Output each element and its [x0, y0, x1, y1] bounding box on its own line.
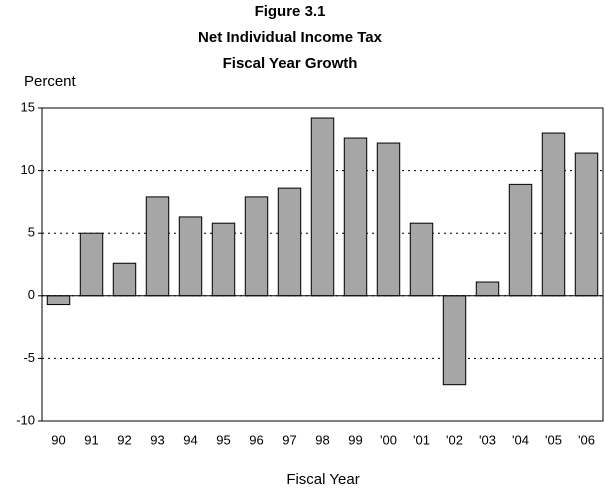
x-tick-label: 92: [117, 432, 131, 447]
bar: [310, 117, 335, 297]
x-tick-label: 97: [282, 432, 296, 447]
bar: [541, 132, 566, 297]
x-tick-label: 94: [183, 432, 197, 447]
bar: [145, 196, 170, 297]
bar: [409, 222, 434, 297]
x-tick-label: 99: [348, 432, 362, 447]
x-tick-label: 95: [216, 432, 230, 447]
x-tick-label: 96: [249, 432, 263, 447]
x-tick-label: 98: [315, 432, 329, 447]
bar: [376, 142, 401, 297]
x-tick-label: '01: [413, 432, 430, 447]
bar: [211, 222, 236, 297]
chart-title: Net Individual Income Tax: [198, 29, 383, 46]
x-tick-label: '00: [380, 432, 397, 447]
x-tick-label: 91: [84, 432, 98, 447]
bar: [79, 232, 104, 297]
y-tick-label: -5: [23, 350, 35, 365]
bar: [277, 187, 302, 297]
chart-title: Figure 3.1: [255, 3, 326, 20]
bar: [244, 196, 269, 297]
bar: [475, 281, 500, 297]
x-tick-label: '04: [512, 432, 529, 447]
y-tick-label: 0: [28, 287, 35, 302]
chart-title: Fiscal Year Growth: [223, 55, 358, 72]
bar: [343, 137, 368, 297]
y-tick-label: -10: [16, 412, 35, 427]
x-axis-label: Fiscal Year: [286, 471, 359, 488]
plot-frame: [41, 107, 604, 422]
y-tick-label: 5: [28, 225, 35, 240]
bar: [112, 262, 137, 297]
x-tick-label: '02: [446, 432, 463, 447]
bar: [46, 295, 71, 306]
bar: [442, 295, 467, 386]
y-axis-label: Percent: [24, 73, 77, 90]
x-tick-label: 93: [150, 432, 164, 447]
x-tick-label: '06: [578, 432, 595, 447]
x-tick-label: '03: [479, 432, 496, 447]
x-tick-label: 90: [51, 432, 65, 447]
y-tick-label: 10: [21, 162, 35, 177]
bar: [574, 152, 599, 297]
bar: [178, 216, 203, 297]
x-tick-label: '05: [545, 432, 562, 447]
y-tick-label: 15: [21, 99, 35, 114]
bar: [508, 183, 533, 297]
